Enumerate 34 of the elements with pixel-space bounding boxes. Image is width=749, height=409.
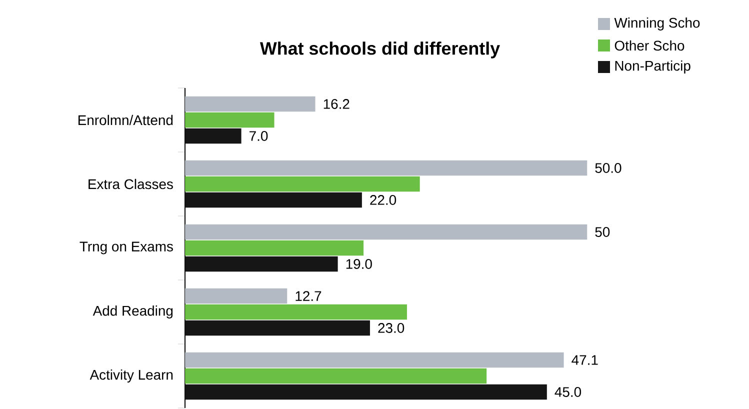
bar xyxy=(185,112,274,128)
bar xyxy=(185,256,338,272)
bar xyxy=(185,320,370,336)
data-label: 47.1 xyxy=(572,355,598,366)
y-tick-label: Trng on Exams xyxy=(80,242,173,254)
bar xyxy=(185,304,407,320)
data-label: 45.0 xyxy=(554,387,582,398)
bar xyxy=(185,352,564,368)
data-label: 19.0 xyxy=(346,259,372,270)
legend-label: Winning Scho xyxy=(614,18,700,31)
data-label: 50 xyxy=(595,227,610,238)
data-label: 12.7 xyxy=(296,291,322,302)
bar xyxy=(185,384,547,400)
bar xyxy=(185,192,362,208)
data-label: 22.0 xyxy=(370,195,396,206)
bar xyxy=(185,288,288,304)
y-tick-label: Activity Learn xyxy=(90,370,173,383)
legend-label: Other Scho xyxy=(614,40,684,51)
bar xyxy=(185,240,364,256)
bar xyxy=(185,224,588,240)
bar xyxy=(185,160,588,176)
bar xyxy=(185,368,487,384)
y-tick-label: Extra Classes xyxy=(88,179,173,190)
y-tick-label: Enrolmn/Attend xyxy=(78,115,173,126)
data-label: 16.2 xyxy=(324,99,350,110)
data-label: 7.0 xyxy=(250,131,268,142)
legend-label: Non-Particip xyxy=(615,60,690,74)
data-label: 23.0 xyxy=(378,323,404,334)
chart-title: What schools did differently xyxy=(260,42,500,59)
y-tick-label: Add Reading xyxy=(92,306,173,319)
bar xyxy=(185,128,242,144)
data-label: 50.0 xyxy=(595,163,622,174)
bar xyxy=(185,96,316,112)
bar xyxy=(185,176,420,192)
